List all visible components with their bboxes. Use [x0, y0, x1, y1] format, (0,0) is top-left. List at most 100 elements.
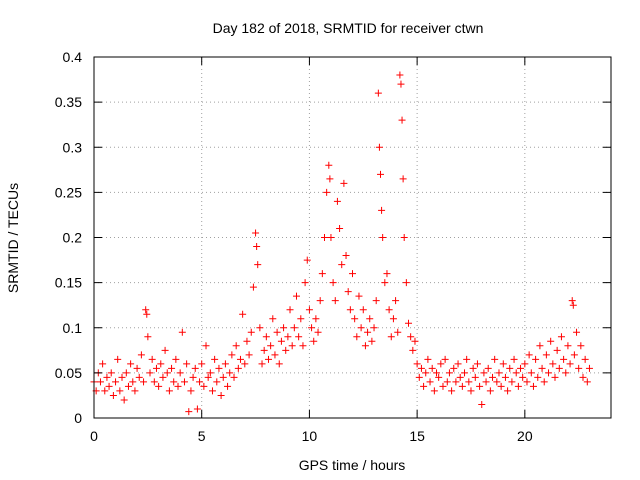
data-point — [583, 378, 591, 386]
data-point — [476, 382, 484, 390]
data-point — [560, 355, 568, 363]
data-point — [510, 355, 518, 363]
data-point — [394, 328, 402, 336]
data-point — [312, 315, 320, 323]
data-point — [241, 360, 249, 368]
data-point — [116, 387, 124, 395]
data-point — [221, 360, 229, 368]
data-point — [277, 337, 285, 345]
data-point — [368, 337, 376, 345]
data-point — [254, 261, 262, 269]
data-point — [196, 378, 204, 386]
data-point — [570, 351, 578, 359]
x-tick-label: 0 — [90, 428, 98, 444]
data-point — [170, 378, 178, 386]
data-point — [303, 256, 311, 264]
data-point — [325, 161, 333, 169]
data-point — [215, 364, 223, 372]
data-point — [264, 355, 272, 363]
data-point — [392, 297, 400, 305]
data-point — [174, 382, 182, 390]
data-point — [333, 197, 341, 205]
y-tick-label: 0.2 — [63, 230, 83, 246]
data-point — [146, 369, 154, 377]
data-point — [482, 378, 490, 386]
data-point — [101, 387, 109, 395]
data-point — [540, 378, 548, 386]
data-point — [355, 292, 363, 300]
data-point — [342, 252, 350, 260]
data-point — [150, 378, 158, 386]
data-point — [385, 306, 393, 314]
data-point — [305, 306, 313, 314]
data-point — [351, 315, 359, 323]
y-tick-label: 0.1 — [63, 320, 83, 336]
data-point — [228, 351, 236, 359]
data-point — [397, 80, 405, 88]
data-point — [96, 378, 104, 386]
data-point — [353, 333, 361, 341]
data-point — [148, 355, 156, 363]
data-point — [430, 387, 438, 395]
data-point — [506, 364, 514, 372]
data-point — [568, 297, 576, 305]
data-point — [163, 369, 171, 377]
data-point — [308, 324, 316, 332]
data-point — [180, 378, 188, 386]
data-point — [463, 355, 471, 363]
data-point — [122, 369, 130, 377]
data-point — [379, 234, 387, 241]
data-point — [549, 360, 557, 368]
data-point — [512, 369, 520, 377]
data-point — [329, 279, 337, 287]
data-point — [495, 369, 503, 377]
data-point — [326, 175, 334, 183]
data-point — [527, 369, 535, 377]
data-point — [519, 373, 527, 381]
data-point — [280, 324, 288, 332]
data-point — [99, 360, 107, 368]
data-point — [105, 382, 113, 390]
data-point — [284, 333, 292, 341]
data-point — [336, 224, 344, 232]
data-point — [445, 369, 453, 377]
data-point — [426, 378, 434, 386]
data-point — [377, 170, 385, 178]
data-point — [467, 387, 475, 395]
data-point — [389, 315, 397, 323]
data-point — [551, 373, 559, 381]
data-point — [204, 373, 212, 381]
data-point — [542, 351, 550, 359]
data-point — [318, 270, 326, 278]
data-point — [523, 378, 531, 386]
data-point — [398, 116, 406, 124]
data-point — [112, 378, 120, 386]
x-axis-label: GPS time / hours — [299, 457, 406, 473]
data-point — [553, 346, 561, 354]
data-point — [443, 378, 451, 386]
data-point — [484, 364, 492, 372]
data-point — [253, 243, 261, 251]
data-point — [135, 373, 143, 381]
data-point — [323, 188, 331, 196]
data-point — [448, 387, 456, 395]
data-point — [387, 333, 395, 341]
data-point — [508, 378, 516, 386]
data-point — [396, 71, 404, 79]
data-point — [349, 270, 356, 278]
data-point — [420, 382, 428, 390]
y-tick-label: 0.25 — [55, 184, 82, 200]
data-point — [140, 378, 148, 386]
data-point — [118, 373, 126, 381]
data-point — [361, 342, 369, 350]
data-point — [478, 400, 486, 408]
data-point — [504, 387, 512, 395]
data-point — [129, 378, 137, 386]
data-point — [107, 369, 115, 377]
data-point — [499, 360, 507, 368]
data-point — [585, 364, 593, 372]
data-point — [473, 360, 481, 368]
data-point — [176, 369, 184, 377]
data-point — [346, 306, 354, 314]
data-point — [344, 288, 352, 296]
